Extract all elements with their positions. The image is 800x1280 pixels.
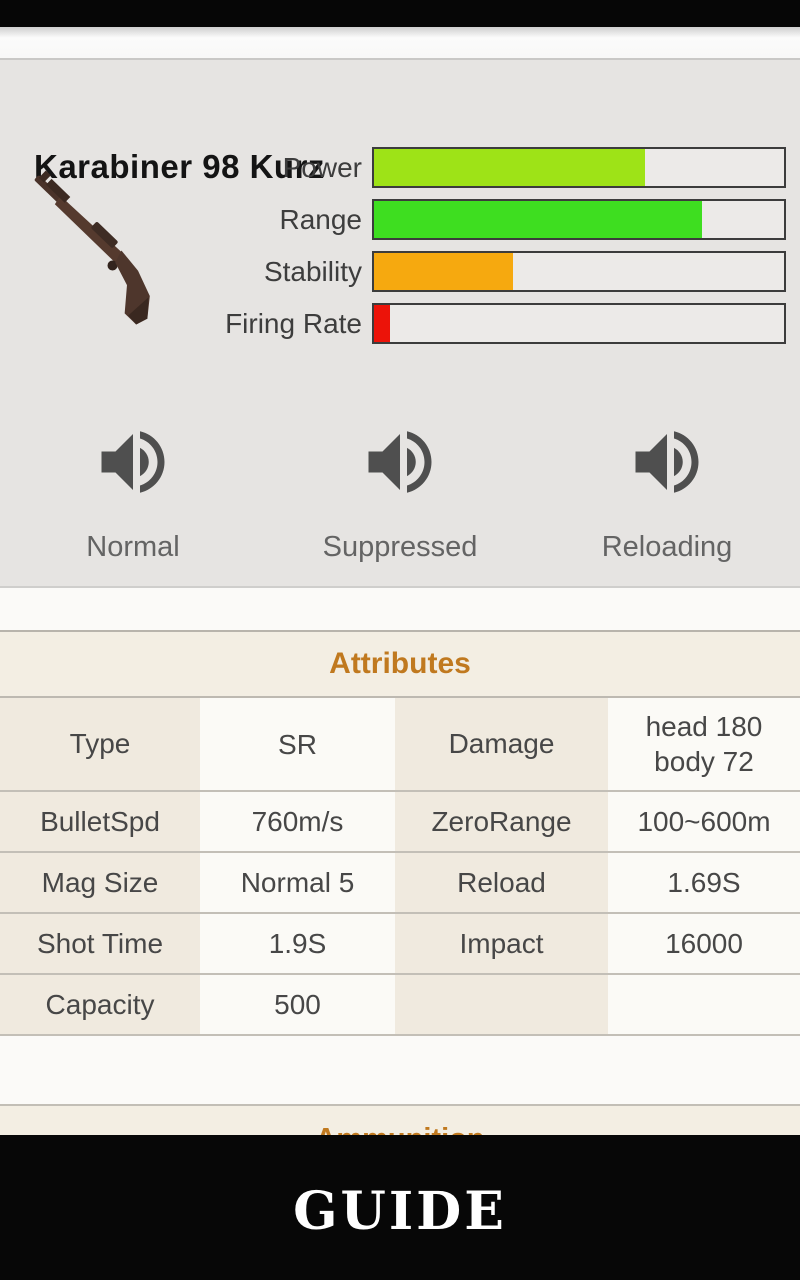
attr-value-shottime: 1.9S (200, 914, 395, 975)
bottom-banner: GUIDE (0, 1135, 800, 1280)
stat-row-firing-rate: Firing Rate (0, 303, 800, 344)
attr-value-bulletspd: 760m/s (200, 792, 395, 853)
weapon-image (18, 158, 188, 338)
stat-label-power: Power (282, 152, 362, 183)
speaker-icon (635, 431, 699, 493)
attributes-card: Attributes Type SR Damage head 180 body … (0, 630, 800, 1036)
attr-value-damage: head 180 body 72 (608, 698, 800, 792)
sound-normal-label: Normal (86, 531, 180, 563)
attr-label-empty (395, 975, 608, 1036)
stat-bar-stability-fill (374, 253, 514, 290)
sound-reloading-label: Reloading (601, 531, 733, 563)
attr-value-magsize: Normal 5 (200, 853, 395, 914)
weapon-panel: Karabiner 98 Kurz Po (0, 60, 800, 588)
stat-bar-range (372, 199, 786, 240)
attr-value-reload: 1.69S (608, 853, 800, 914)
attr-label-damage: Damage (395, 698, 608, 792)
attributes-table: Type SR Damage head 180 body 72 BulletSp… (0, 698, 800, 1036)
sound-suppressed-button[interactable]: Suppressed (280, 420, 520, 564)
attr-value-empty (608, 975, 800, 1036)
stat-row-stability: Stability (0, 251, 800, 292)
attr-value-zerorange: 100~600m (608, 792, 800, 853)
attr-label-impact: Impact (395, 914, 608, 975)
stat-label-firing-rate: Firing Rate (225, 308, 362, 339)
stat-row-power: Power (0, 147, 800, 188)
ammunition-title: Ammunition (315, 1123, 484, 1135)
attr-label-shottime: Shot Time (0, 914, 200, 975)
rifle-icon (34, 170, 150, 325)
attr-value-impact: 16000 (608, 914, 800, 975)
guide-label: GUIDE (293, 1181, 507, 1242)
stat-bar-power (372, 147, 786, 188)
attr-label-capacity: Capacity (0, 975, 200, 1036)
weapon-title: Karabiner 98 Kurz (34, 148, 325, 185)
stat-bar-stability (372, 251, 786, 292)
attributes-header: Attributes (0, 632, 800, 698)
sound-suppressed-label: Suppressed (322, 531, 478, 563)
stat-bar-range-fill (374, 201, 702, 238)
attr-label-bulletspd: BulletSpd (0, 792, 200, 853)
sound-normal-button[interactable]: Normal (13, 420, 253, 564)
attr-value-capacity: 500 (200, 975, 395, 1036)
speaker-icon (368, 431, 432, 493)
attr-label-reload: Reload (395, 853, 608, 914)
attr-label-type: Type (0, 698, 200, 792)
stat-bar-firing-rate-fill (374, 305, 391, 342)
speaker-icon (101, 431, 165, 493)
stat-label-stability: Stability (263, 256, 362, 287)
attributes-title: Attributes (329, 647, 471, 680)
stat-bar-power-fill (374, 149, 645, 186)
attr-value-type: SR (200, 698, 395, 792)
stat-bar-firing-rate (372, 303, 786, 344)
stat-label-range: Range (279, 204, 362, 235)
attr-label-zerorange: ZeroRange (395, 792, 608, 853)
top-black-bar (0, 0, 800, 27)
header-strip (0, 27, 800, 60)
section-gap (0, 1038, 800, 1104)
attr-label-magsize: Mag Size (0, 853, 200, 914)
stat-row-range: Range (0, 199, 800, 240)
sound-reloading-button[interactable]: Reloading (547, 420, 787, 564)
ammunition-section-cutoff: Ammunition (0, 1104, 800, 1135)
